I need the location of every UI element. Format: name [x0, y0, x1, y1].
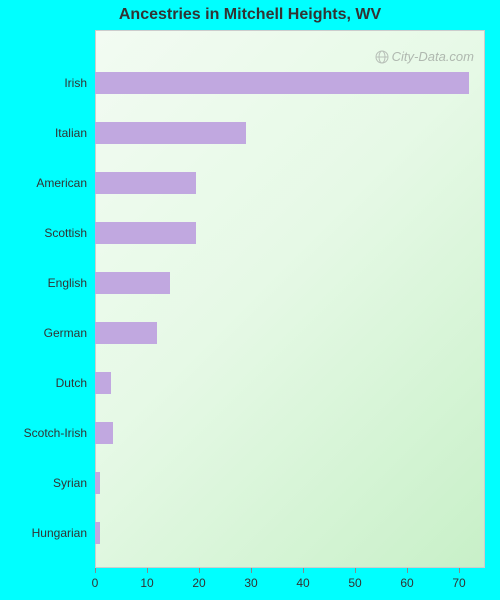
x-tick-mark	[459, 568, 460, 573]
x-tick-mark	[147, 568, 148, 573]
bar	[95, 422, 113, 444]
x-tick-label: 40	[296, 576, 309, 590]
y-axis-label: Hungarian	[0, 526, 87, 540]
x-tick-mark	[95, 568, 96, 573]
x-tick-label: 30	[244, 576, 257, 590]
x-tick-label: 20	[192, 576, 205, 590]
x-tick-mark	[407, 568, 408, 573]
x-tick-mark	[251, 568, 252, 573]
x-tick-mark	[303, 568, 304, 573]
y-axis-label: Scotch-Irish	[0, 426, 87, 440]
y-axis-label: American	[0, 176, 87, 190]
watermark: City-Data.com	[375, 49, 474, 64]
globe-icon	[375, 50, 389, 64]
x-tick-mark	[355, 568, 356, 573]
x-tick-label: 70	[452, 576, 465, 590]
y-axis-label: English	[0, 276, 87, 290]
watermark-text: City-Data.com	[392, 49, 474, 64]
plot-area: City-Data.com	[95, 30, 485, 568]
bar	[95, 72, 469, 94]
y-axis-label: Syrian	[0, 476, 87, 490]
x-tick-label: 10	[140, 576, 153, 590]
y-axis-label: Dutch	[0, 376, 87, 390]
x-tick-label: 60	[400, 576, 413, 590]
bar	[95, 522, 100, 544]
bar	[95, 222, 196, 244]
y-axis-label: Irish	[0, 76, 87, 90]
chart-title: Ancestries in Mitchell Heights, WV	[0, 6, 500, 24]
bar	[95, 322, 157, 344]
bar	[95, 272, 170, 294]
y-axis-label: German	[0, 326, 87, 340]
bar	[95, 172, 196, 194]
y-axis-label: Italian	[0, 126, 87, 140]
y-axis-label: Scottish	[0, 226, 87, 240]
bar	[95, 122, 246, 144]
x-tick-label: 50	[348, 576, 361, 590]
bar	[95, 472, 100, 494]
x-tick-mark	[199, 568, 200, 573]
bar	[95, 372, 111, 394]
x-tick-label: 0	[92, 576, 99, 590]
